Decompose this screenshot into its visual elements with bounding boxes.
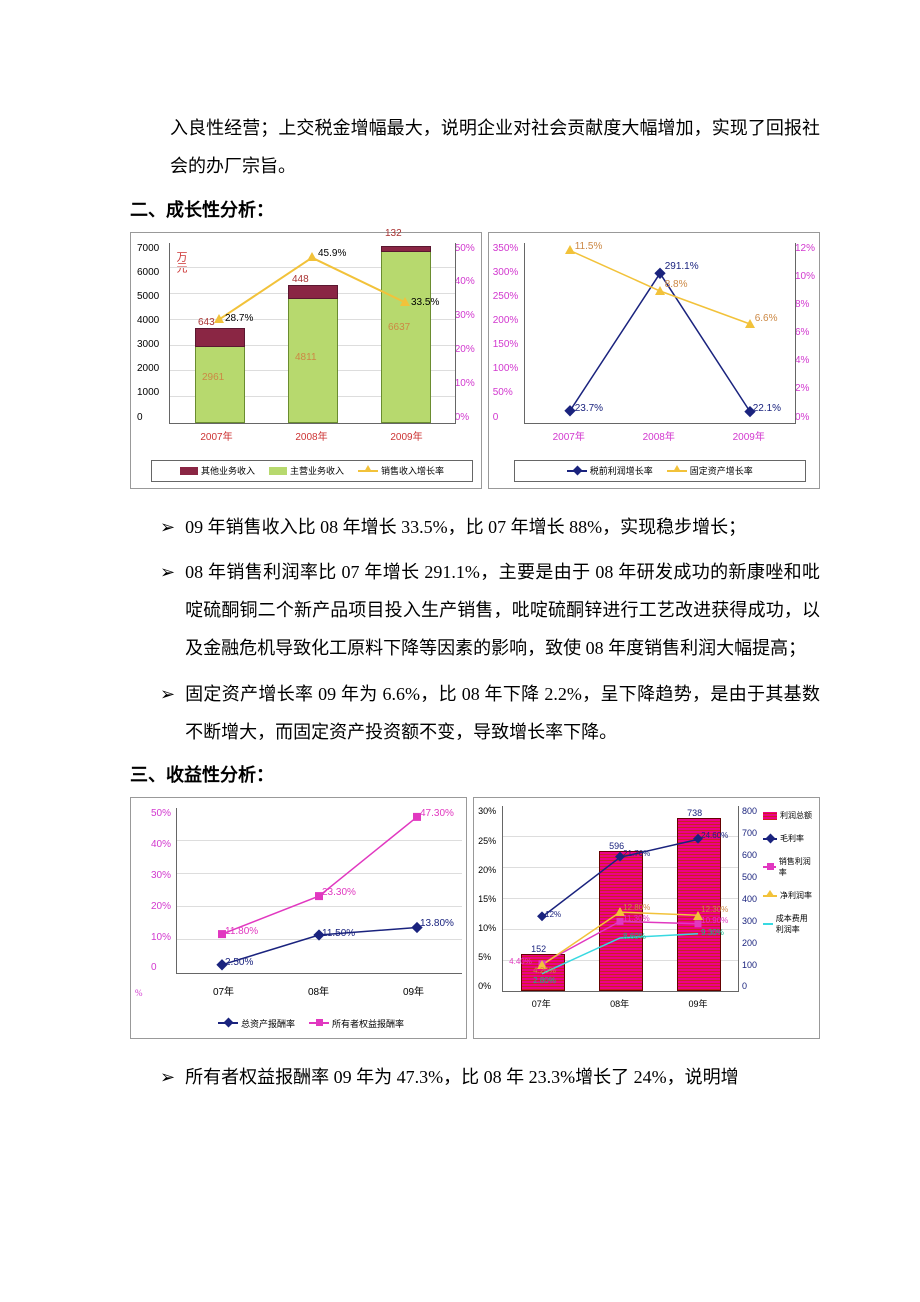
growth-bar-chart: 70006000500040003000200010000 万元 50%40%3… [130,232,482,489]
document-page: 入良性经营；上交税金增幅最大，说明企业对社会贡献度大幅增加，实现了回报社会的办厂… [0,0,920,1147]
section3-title: 三、收益性分析： [130,761,820,787]
bullet-icon: ➢ [160,1059,175,1097]
section3-charts: 50%40%30%20%10%0 % 2.50% 11.50% [130,797,820,1039]
section2-charts: 70006000500040003000200010000 万元 50%40%3… [130,232,820,489]
bullet-item: ➢08 年销售利润率比 07 年增长 291.1%，主要是由于 08 年研发成功… [160,554,820,667]
bullet-icon: ➢ [160,676,175,752]
bullet-item: ➢09 年销售收入比 08 年增长 33.5%，比 07 年增长 88%，实现稳… [160,509,820,547]
y-axis-unit: % [135,988,143,998]
growth-line-chart: 350%300%250%200%150%100%50%0 12%10%8%6%4… [488,232,820,489]
bullet-icon: ➢ [160,509,175,547]
section2-bullets: ➢09 年销售收入比 08 年增长 33.5%，比 07 年增长 88%，实现稳… [130,509,820,752]
intro-paragraph: 入良性经营；上交税金增幅最大，说明企业对社会贡献度大幅增加，实现了回报社会的办厂… [170,110,820,186]
bullet-item: ➢固定资产增长率 09 年为 6.6%，比 08 年下降 2.2%，呈下降趋势，… [160,676,820,752]
return-rate-chart: 50%40%30%20%10%0 % 2.50% 11.50% [130,797,467,1039]
section2-title: 二、成长性分析： [130,196,820,222]
bullet-item: ➢所有者权益报酬率 09 年为 47.3%，比 08 年 23.3%增长了 24… [160,1059,820,1097]
section3-bullets: ➢所有者权益报酬率 09 年为 47.3%，比 08 年 23.3%增长了 24… [130,1059,820,1097]
profitability-chart: 30%25%20%15%10%5%0% 80070060050040030020… [473,797,820,1039]
bullet-icon: ➢ [160,554,175,667]
